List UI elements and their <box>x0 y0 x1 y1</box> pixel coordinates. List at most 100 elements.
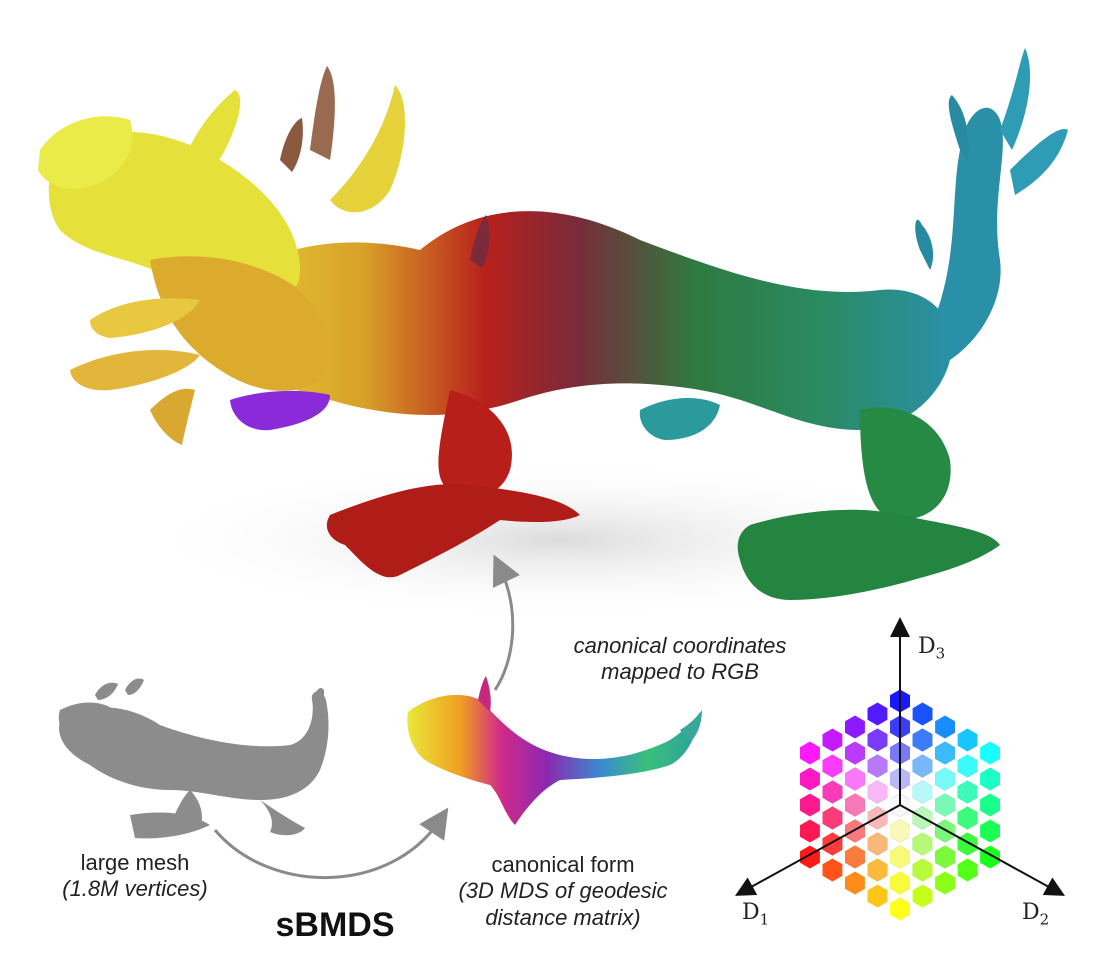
front-foot <box>326 484 580 578</box>
lattice-hexagon <box>845 793 865 817</box>
lattice-hexagon <box>822 806 843 830</box>
lattice-hexagon <box>822 858 843 882</box>
canonical-form-detail-1: (3D MDS of geodesic <box>458 878 668 904</box>
rear-leg <box>860 407 951 520</box>
lattice-hexagon <box>957 858 978 882</box>
lattice-hexagon <box>800 845 820 869</box>
lattice-hexagon <box>867 754 888 778</box>
lattice-hexagon <box>912 832 933 856</box>
lattice-hexagon <box>800 767 820 791</box>
lattice-hexagon <box>980 767 1000 791</box>
lattice-hexagon <box>845 741 865 765</box>
lattice-hexagon <box>912 702 933 726</box>
canonical-form-shape <box>407 676 702 825</box>
lattice-hexagon <box>845 819 865 843</box>
large-mesh-title: large mesh <box>80 850 190 875</box>
head-snout <box>38 116 133 190</box>
lattice-hexagon <box>912 858 933 882</box>
tail-fin-1 <box>1000 48 1031 150</box>
lattice-hexagon <box>935 871 955 895</box>
axis-d1-label: D1 <box>742 900 770 929</box>
canonical-form-detail-2: distance matrix) <box>485 904 641 930</box>
lattice-hexagon <box>890 897 910 921</box>
lattice-hexagon <box>935 715 955 739</box>
lattice-hexagon <box>800 741 820 765</box>
rgb-axes <box>734 617 1066 896</box>
canonical-form-title: canonical form <box>491 852 635 877</box>
canonical-form-label: canonical form (3D MDS of geodesic dista… <box>418 852 708 931</box>
large-mesh-detail: (1.8M vertices) <box>62 876 208 902</box>
lattice-hexagon <box>980 819 1000 843</box>
far-front-foot <box>230 390 330 431</box>
lattice-hexagon <box>980 793 1000 817</box>
axis-d2-label: D2 <box>1022 900 1050 929</box>
lattice-hexagon <box>935 793 955 817</box>
lattice-hexagon <box>980 845 1000 869</box>
dragon-mane <box>150 256 331 391</box>
lattice-hexagon <box>845 715 865 739</box>
back-spike-2 <box>280 118 303 172</box>
lattice-hexagon <box>935 845 955 869</box>
tail-fin-3 <box>948 95 969 160</box>
front-leg <box>438 390 512 496</box>
lattice-hexagon <box>822 780 843 804</box>
lattice-hexagon <box>845 871 865 895</box>
rgb-mapping-line-2: mapped to RGB <box>601 659 759 685</box>
lattice-hexagon <box>822 754 843 778</box>
lattice-hexagon <box>912 754 933 778</box>
lattice-hexagon <box>867 858 888 882</box>
lattice-hexagon <box>912 780 933 804</box>
back-spike-3 <box>470 215 490 268</box>
lattice-hexagon <box>980 741 1000 765</box>
lattice-hexagon <box>867 832 888 856</box>
colored-dragon <box>38 48 1068 620</box>
lattice-hexagon <box>845 845 865 869</box>
lattice-hexagon <box>957 728 978 752</box>
lattice-hexagon <box>867 702 888 726</box>
lattice-hexagon <box>845 767 865 791</box>
rgb-mapping-arrow <box>492 554 520 691</box>
large-mesh-label: large mesh (1.8M vertices) <box>20 850 250 903</box>
dragon-body <box>200 211 952 430</box>
mane-whisker-2 <box>150 388 195 445</box>
lattice-hexagon <box>822 832 843 856</box>
mane-whisker-1 <box>70 350 200 391</box>
lattice-hexagon <box>957 832 978 856</box>
rgb-mapping-label: canonical coordinates mapped to RGB <box>530 633 830 686</box>
far-rear-foot <box>639 398 720 440</box>
lattice-hexagon <box>890 819 910 843</box>
lattice-hexagon <box>867 780 888 804</box>
lattice-hexagon <box>957 754 978 778</box>
method-label: sBMDS <box>275 906 395 944</box>
lattice-hexagon <box>957 806 978 830</box>
axis-d3-label: D3 <box>918 634 946 663</box>
axis-d1 <box>734 804 901 896</box>
lattice-hexagon <box>912 884 933 908</box>
back-spike-1 <box>310 66 335 160</box>
lattice-hexagon <box>935 819 955 843</box>
rear-foot <box>737 509 1000 600</box>
lattice-hexagon <box>935 741 955 765</box>
tail-fin-4 <box>915 219 934 270</box>
lattice-hexagon <box>935 767 955 791</box>
mane-whisker-3 <box>90 298 200 338</box>
lattice-hexagon <box>957 780 978 804</box>
lattice-hexagon <box>912 728 933 752</box>
lattice-hexagon <box>800 793 820 817</box>
gray-mesh-dragon <box>58 678 329 839</box>
sbmds-arrow <box>213 807 449 879</box>
dragon-tail <box>930 107 1003 361</box>
rgb-mapping-line-1: canonical coordinates <box>573 633 787 658</box>
lattice-hexagon <box>822 728 843 752</box>
axis-d2 <box>899 804 1066 896</box>
horn-right <box>330 85 406 213</box>
lattice-hexagon <box>890 871 910 895</box>
tail-fin-2 <box>1010 129 1068 195</box>
lattice-hexagon <box>867 728 888 752</box>
lattice-hexagon <box>800 819 820 843</box>
horn-left <box>180 90 241 174</box>
lattice-hexagon <box>867 884 888 908</box>
lattice-hexagon <box>890 845 910 869</box>
